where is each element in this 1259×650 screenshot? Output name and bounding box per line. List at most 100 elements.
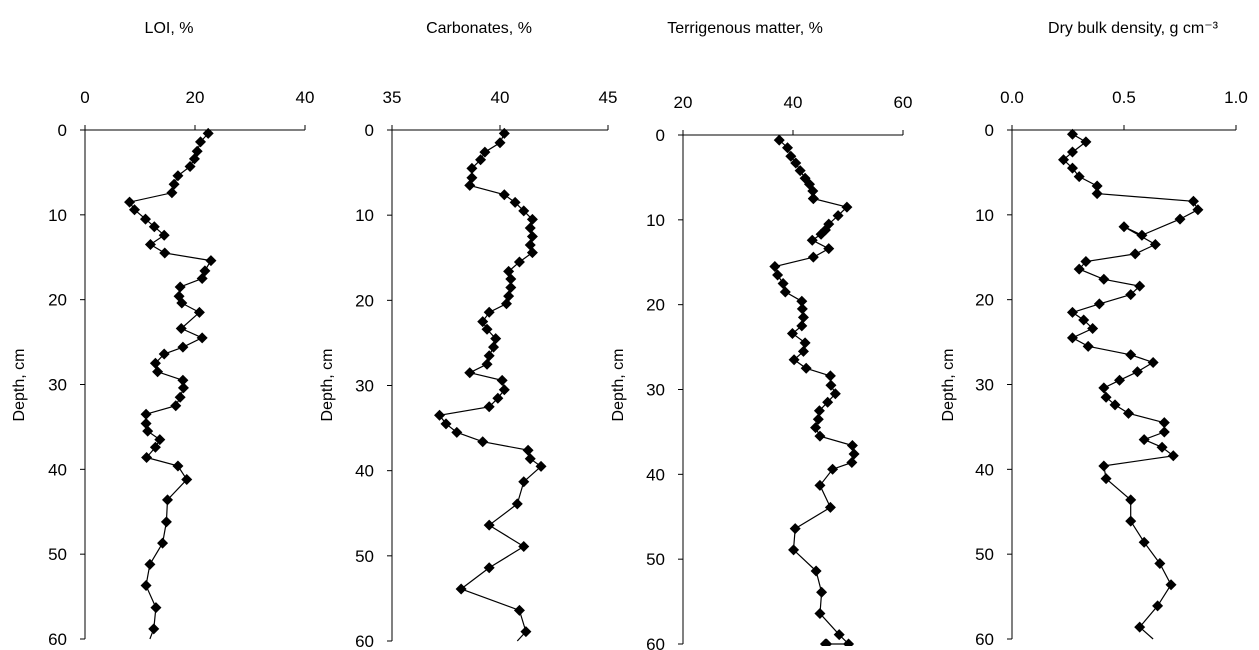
data-point [142, 425, 154, 437]
y-tick-label: 50 [975, 545, 994, 564]
data-point [797, 345, 809, 357]
x-tick-label: 40 [784, 93, 803, 112]
data-point [513, 604, 525, 616]
y-tick-label: 40 [975, 460, 994, 479]
data-point [1087, 323, 1099, 335]
data-point [535, 460, 547, 472]
data-point [498, 384, 510, 396]
data-point [769, 260, 781, 272]
data-point [140, 408, 152, 420]
data-point [483, 401, 495, 413]
y-tick-label: 60 [646, 635, 665, 650]
data-point [483, 306, 495, 318]
data-point [503, 290, 515, 302]
data-point [177, 382, 189, 394]
data-point [782, 142, 793, 154]
data-point [800, 362, 812, 374]
data-point [1138, 536, 1150, 548]
data-point [168, 178, 180, 190]
y-tick-label: 0 [656, 126, 665, 145]
data-point [524, 453, 536, 465]
data-point [174, 391, 186, 403]
chart-panel-2: Carbonates, % 35 40 45 0 10 20 30 40 50 60 Depth, c… [319, 20, 617, 650]
data-point [140, 418, 152, 430]
y-tick-label: 10 [355, 206, 374, 225]
y-tick-label: 0 [58, 121, 67, 140]
data-point [524, 222, 536, 234]
data-point [1073, 263, 1085, 275]
data-point [1066, 306, 1078, 318]
data-point [159, 247, 171, 259]
data-point [1073, 171, 1085, 183]
x-tick-label: 40 [296, 88, 315, 107]
y-tick-label: 20 [646, 296, 665, 315]
data-point [1158, 417, 1170, 429]
data-point [177, 374, 189, 386]
data-point [500, 298, 512, 310]
data-point [810, 422, 822, 434]
data-point [483, 519, 495, 531]
data-point [526, 230, 538, 242]
y-tick-label: 40 [48, 460, 67, 479]
data-point [188, 153, 200, 165]
data-point [524, 239, 536, 251]
chart-title: Carbonates, % [426, 20, 532, 37]
x-tick-label: 45 [599, 88, 618, 107]
data-point [483, 350, 495, 362]
x-tick-label: 0 [80, 88, 89, 107]
y-axis-label: Depth, cm [11, 349, 28, 422]
data-point [841, 201, 853, 213]
y-tick-label: 10 [48, 206, 67, 225]
series-group [1058, 128, 1204, 640]
data-point [477, 436, 489, 448]
data-point [193, 306, 205, 318]
y-tick-label: 30 [975, 376, 994, 395]
data-point [505, 282, 517, 294]
data-point [172, 170, 184, 182]
data-point [466, 172, 478, 184]
data-point [1078, 314, 1090, 326]
data-point [451, 426, 463, 438]
data-point [796, 303, 808, 315]
data-point [812, 413, 824, 425]
x-tick-label: 35 [383, 88, 402, 107]
y-tick-label: 30 [646, 381, 665, 400]
data-point [483, 562, 495, 574]
chart-title: LOI, % [145, 20, 194, 37]
data-point [166, 187, 178, 199]
data-point [152, 366, 164, 378]
data-point [176, 297, 188, 309]
data-point [807, 185, 819, 197]
data-point [158, 348, 170, 360]
y-tick-label: 20 [975, 291, 994, 310]
data-point [494, 137, 506, 149]
data-point [196, 332, 208, 344]
data-point [526, 213, 538, 225]
data-point [479, 146, 491, 158]
data-point [1156, 441, 1168, 453]
data-point [794, 165, 806, 177]
data-point [154, 434, 166, 446]
data-point [1136, 229, 1148, 241]
x-tick-label: 1.0 [1224, 88, 1248, 107]
data-point [779, 286, 791, 298]
y-tick-label: 0 [985, 121, 994, 140]
data-point [786, 328, 798, 340]
data-point [814, 607, 826, 619]
data-point [1091, 188, 1103, 200]
data-point [788, 354, 800, 366]
data-point [819, 638, 831, 646]
data-point [158, 229, 170, 241]
data-point [810, 565, 822, 577]
data-point [1066, 146, 1078, 158]
data-point [833, 629, 845, 641]
data-point [1129, 248, 1141, 260]
data-point [814, 479, 826, 491]
data-point [824, 370, 836, 382]
data-point [1125, 289, 1137, 301]
data-point [777, 277, 789, 289]
data-point [149, 357, 161, 369]
y-tick-label: 30 [355, 377, 374, 396]
data-point [807, 193, 819, 205]
y-tick-label: 50 [355, 547, 374, 566]
